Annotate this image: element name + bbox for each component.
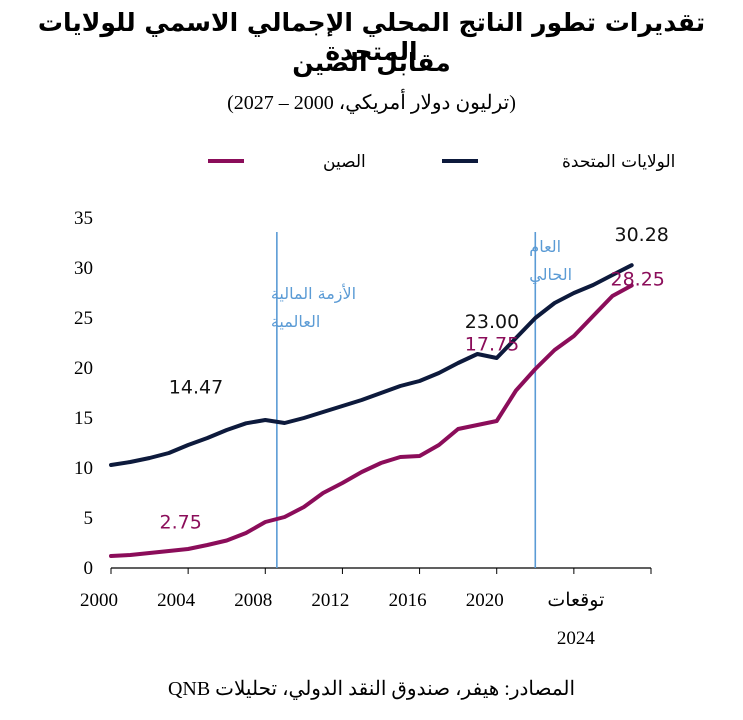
data-label-us: 14.47 (169, 376, 223, 398)
reference-line-label: العام (529, 237, 561, 256)
data-label-china: 2.75 (160, 512, 202, 534)
x-tick-label-forecast-year: 2024 (557, 628, 596, 649)
y-tick-label: 30 (74, 258, 93, 279)
series-line-us (109, 263, 634, 467)
legend-label-china: الصين (323, 152, 366, 172)
source-note: المصادر: هيفر، صندوق النقد الدولي، تحليل… (167, 678, 576, 700)
y-tick-label: 20 (74, 358, 93, 379)
series-lines (109, 263, 634, 558)
y-tick-label: 25 (74, 308, 93, 329)
y-tick-label: 10 (74, 458, 93, 479)
data-label-china: 17.75 (465, 334, 519, 356)
data-labels: 14.47 23.00 30.28 2.75 17.75 28.25 (160, 224, 669, 533)
y-tick-label: 15 (74, 408, 93, 429)
x-tick-label: 2016 (389, 590, 427, 611)
axes: 0 5 10 15 20 25 30 35 2000 2004 2008 2012 2016 2020 تو… (74, 208, 652, 649)
y-tick-label: 5 (84, 508, 94, 529)
data-label-us: 30.28 (615, 224, 669, 246)
x-tick-label: 2012 (311, 590, 349, 611)
x-tick-label: 2004 (157, 590, 196, 611)
y-tick-label: 35 (74, 208, 93, 229)
reference-lines: الأزمة المالية العالمية العام الحالي (271, 232, 572, 568)
x-tick-label: 2000 (80, 590, 118, 611)
x-tick-label-forecast: توقعات (547, 590, 604, 611)
x-tick-label: 2020 (466, 590, 504, 611)
series-line-china (109, 283, 634, 558)
reference-line-label: الأزمة المالية (271, 283, 356, 304)
gdp-line-chart: الولايات المتحدة الصين 0 5 10 15 20 25 30 35 200… (74, 152, 675, 649)
x-tick-label: 2008 (234, 590, 272, 611)
reference-line-label: الحالي (529, 265, 572, 285)
chart-subtitle: (ترليون دولار أمريكي، 2000 – 2027) (227, 92, 516, 114)
data-label-us: 23.00 (465, 311, 519, 333)
chart-title-line2: مقابل الصين (292, 48, 451, 77)
reference-line-label: العالمية (271, 312, 320, 331)
data-label-china: 28.25 (611, 269, 665, 291)
legend-label-us: الولايات المتحدة (562, 152, 675, 172)
legend: الولايات المتحدة الصين (208, 152, 675, 172)
chart-title-line1: تقديرات تطور الناتج المحلي الإجمالي الاس… (37, 8, 706, 66)
y-tick-label: 0 (84, 558, 94, 579)
